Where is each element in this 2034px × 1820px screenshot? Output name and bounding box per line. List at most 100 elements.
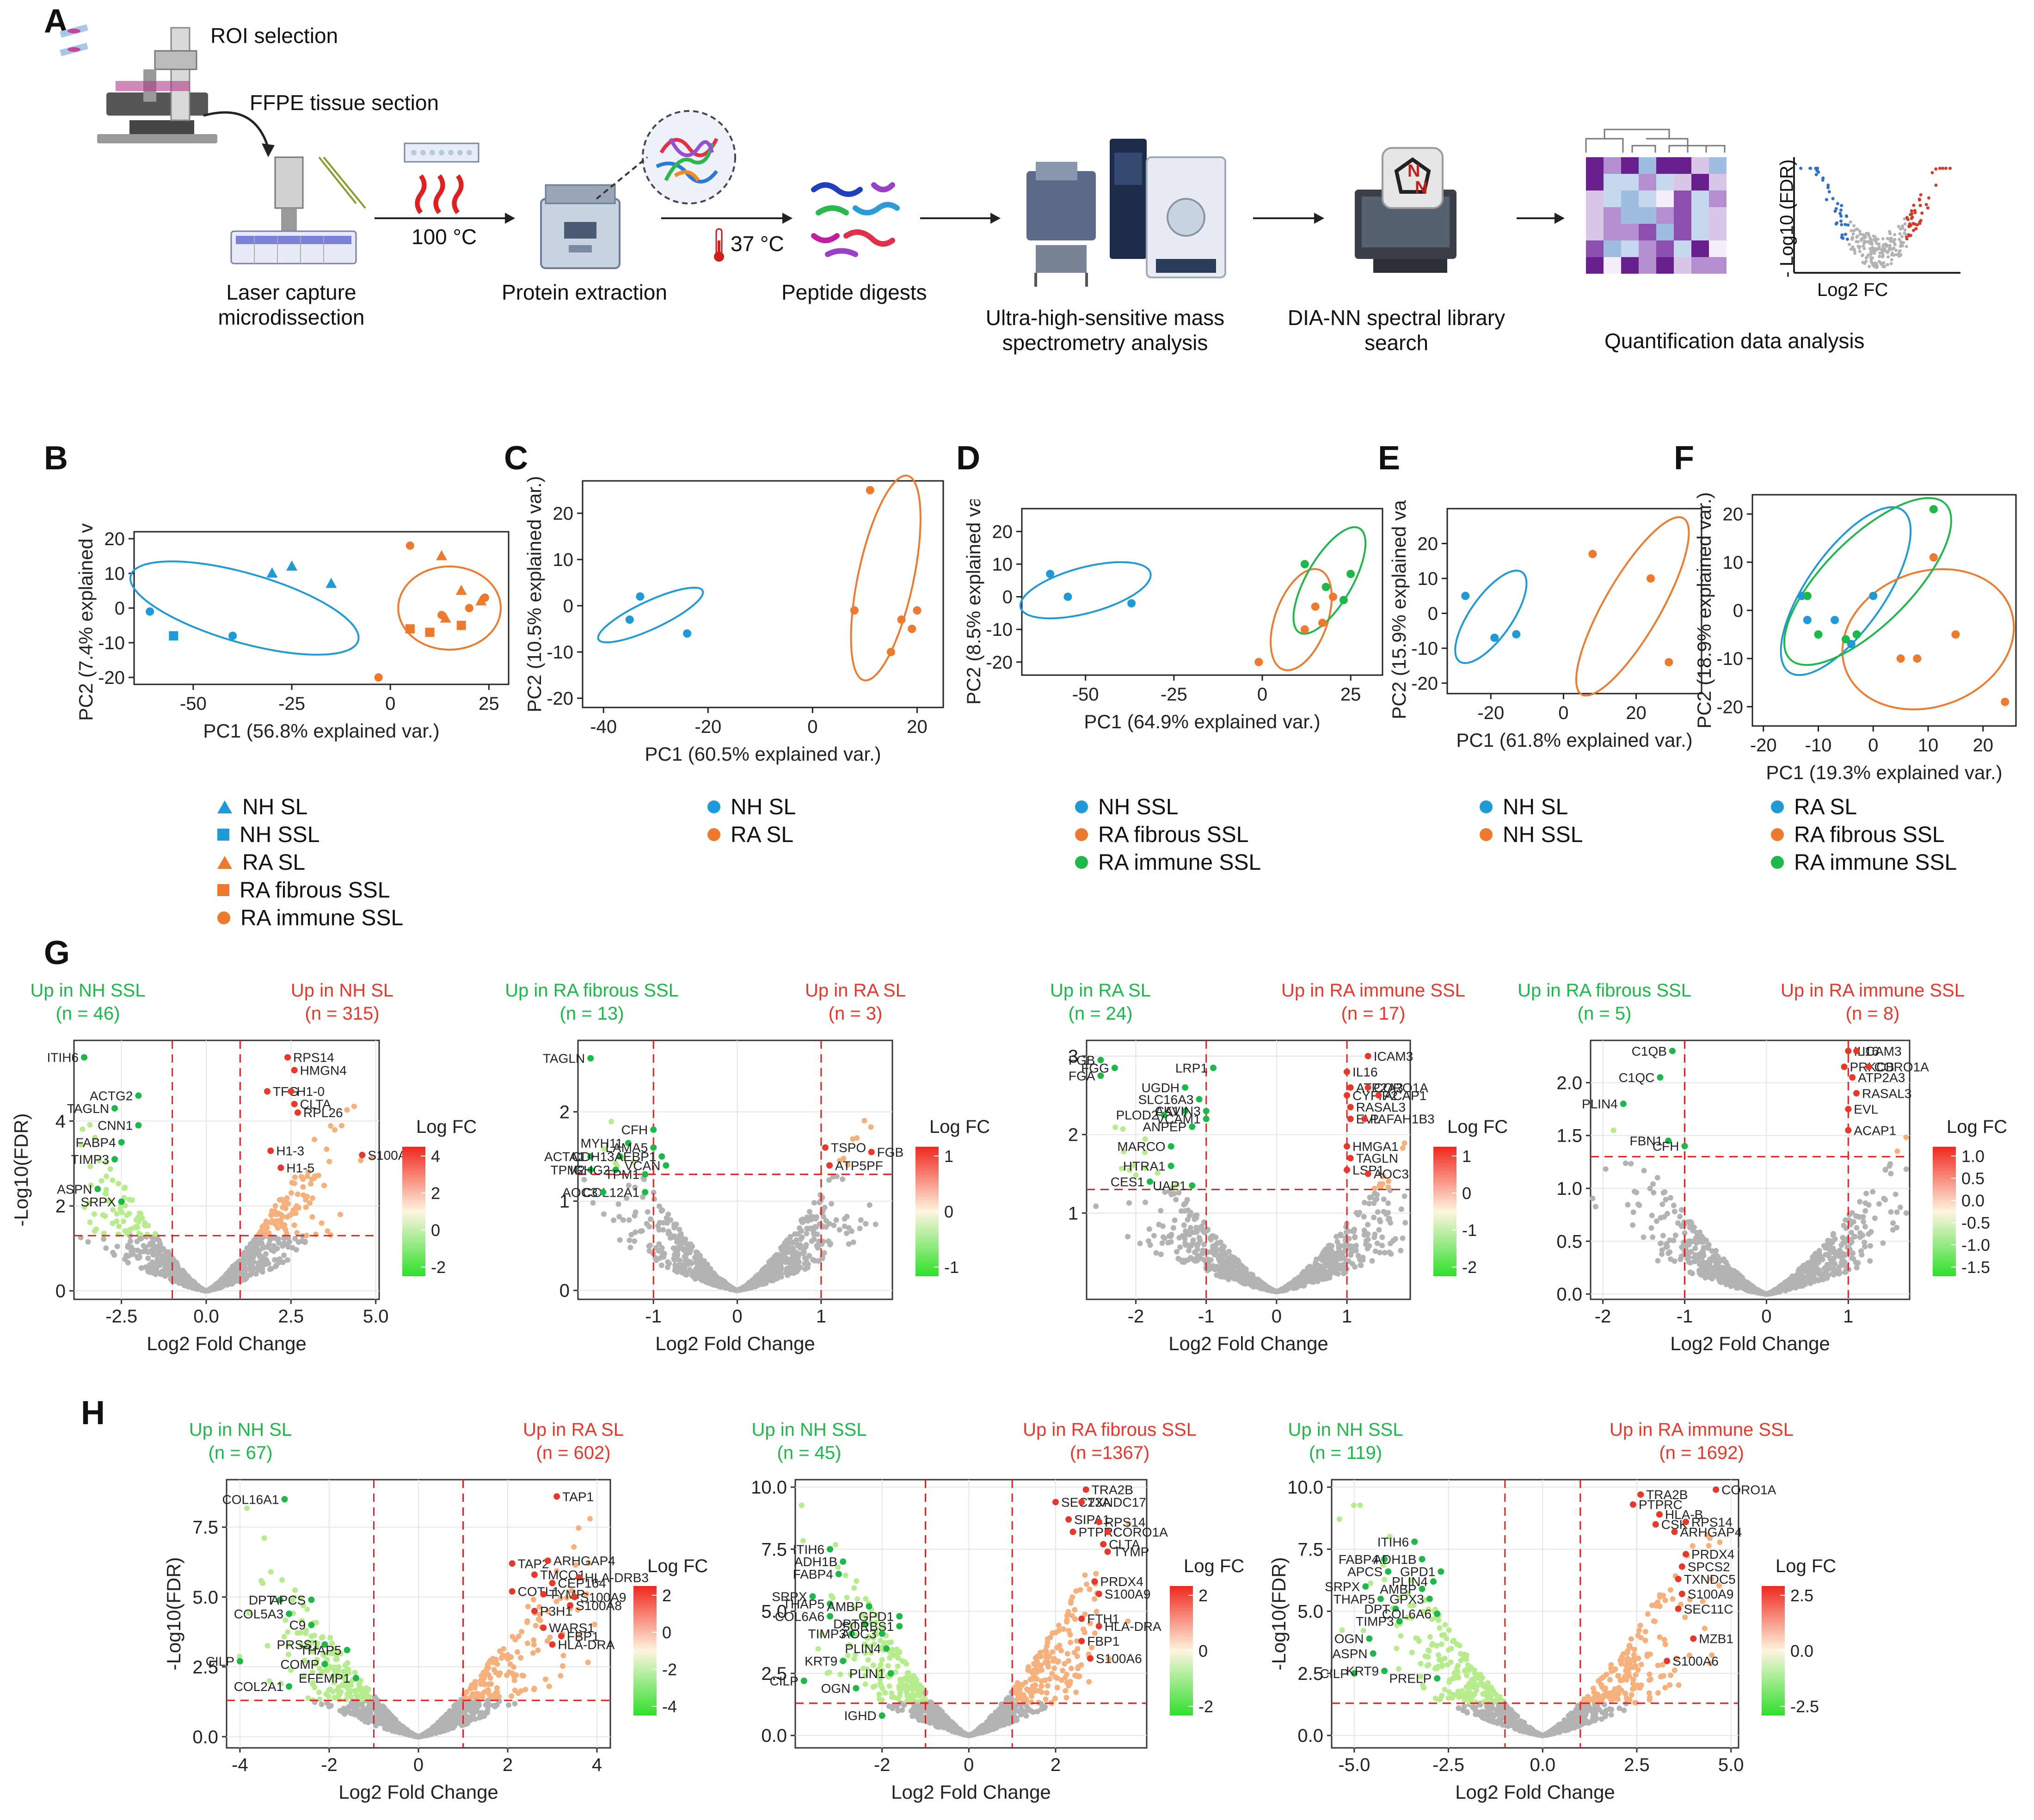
gene-point (1364, 1170, 1371, 1177)
gene-point (1364, 1084, 1371, 1091)
mini-volcano-point (1903, 217, 1906, 221)
volcano-point (1352, 1235, 1358, 1241)
volcano-point (1333, 1234, 1340, 1240)
mini-volcano-point (1862, 247, 1866, 251)
volcano-point (1894, 1148, 1900, 1154)
right-group-label: Up in RA immune SSL (1781, 980, 1965, 1001)
confidence-ellipse (397, 566, 502, 651)
volcano-point (1146, 1226, 1152, 1232)
volcano-point (676, 1226, 682, 1232)
gene-point (1203, 1107, 1210, 1114)
volcano-point (661, 1251, 667, 1257)
legend-tick-label: -1 (944, 1258, 959, 1277)
volcano-point (685, 1242, 691, 1248)
volcano-point (1867, 1258, 1873, 1264)
volcano-point (535, 1647, 541, 1653)
volcano-point (1799, 1272, 1805, 1278)
x-tick-label: 20 (1973, 735, 1994, 756)
data-point (886, 648, 895, 656)
data-point (1929, 553, 1938, 562)
x-axis-label: Log2 Fold Change (655, 1333, 815, 1354)
mini-volcano-point (1889, 262, 1893, 265)
volcano-point (1630, 1209, 1636, 1215)
volcano-point (500, 1646, 506, 1652)
gene-label: CFH (621, 1123, 648, 1137)
data-point (1647, 574, 1655, 583)
mini-volcano-point (1856, 245, 1860, 248)
mini-volcano-point (1839, 208, 1843, 212)
heatmap-cell (1639, 240, 1656, 257)
data-point (436, 550, 448, 560)
volcano-point (328, 1232, 334, 1238)
y-tick-label: 20 (1723, 504, 1744, 525)
volcano-point (1894, 1209, 1900, 1215)
volcano-point (301, 1673, 307, 1679)
mini-volcano-point (1834, 222, 1838, 226)
mini-volcano-point (1889, 236, 1893, 240)
x-axis-label: PC1 (19.3% explained var.) (1766, 762, 2002, 783)
x-tick-label: -2.5 (105, 1306, 137, 1327)
volcano-point (316, 1689, 322, 1695)
volcano-point (153, 1231, 159, 1237)
mini-volcano-point (1884, 242, 1888, 246)
gene-point (111, 1105, 118, 1112)
volcano-point (174, 1262, 180, 1268)
heatmap-cell (1604, 174, 1621, 191)
heatmap-cells (1586, 157, 1727, 274)
volcano-point (533, 1623, 539, 1629)
gene-point (587, 1153, 594, 1160)
volcano-point (845, 1162, 851, 1168)
volcano-point (138, 1265, 144, 1271)
volcano-point (1675, 1220, 1681, 1226)
volcano-point (1723, 1281, 1729, 1287)
volcano-point (1142, 1165, 1148, 1171)
legend-tick-label: -0.5 (1961, 1213, 1990, 1232)
volcano-point (134, 1238, 140, 1244)
gene-point (94, 1186, 101, 1193)
legend-label: RA SL (731, 822, 794, 847)
mini-volcano-point (1882, 261, 1886, 264)
legend-colorbar (402, 1147, 425, 1276)
data-point (2001, 697, 2009, 706)
y-tick-label: -10 (986, 620, 1013, 640)
volcano-point (798, 1242, 804, 1248)
heatmap-cell (1674, 224, 1691, 240)
volcano-point (694, 1250, 701, 1256)
y-tick-label: 1.5 (1556, 1126, 1582, 1146)
volcano-point (304, 1606, 310, 1612)
volcano-point (81, 1204, 87, 1210)
volcano-point (1592, 1204, 1598, 1210)
mini-volcano-point (1908, 224, 1911, 228)
mini-volcano-point (1853, 252, 1857, 255)
volcano-point (1713, 1248, 1719, 1254)
volcano-point (1854, 1225, 1860, 1231)
volcano-point (1137, 1241, 1143, 1247)
gene-point (288, 1088, 295, 1095)
left-group-label: Up in RA fibrous SSL (1518, 980, 1691, 1001)
volcano-point (590, 1200, 596, 1206)
mini-volcano-point (1831, 197, 1835, 201)
x-axis-label: PC1 (60.5% explained var.) (645, 743, 881, 765)
workflow-arrow-5 (1517, 213, 1565, 224)
volcano-point (1648, 1225, 1654, 1231)
volcano-point (656, 1203, 662, 1209)
volcano-point (87, 1219, 93, 1225)
heatmap-cell (1674, 240, 1691, 257)
mini-volcano-point (1941, 166, 1945, 170)
volcano-point (829, 1201, 835, 1207)
gene-label: CNN1 (98, 1119, 133, 1133)
volcano-point (761, 1266, 767, 1272)
volcano-point (1319, 1255, 1325, 1261)
data-point (1300, 625, 1309, 634)
heating-block-icon (404, 142, 479, 214)
mini-volcano-point (1903, 228, 1907, 232)
data-point (169, 631, 178, 640)
legend-item: RA SL (1771, 793, 1957, 821)
volcano-point (1301, 1279, 1307, 1285)
gene-label: MARCO (1117, 1139, 1165, 1154)
mini-volcano-point (1911, 228, 1915, 232)
volcano-point (338, 1211, 344, 1217)
mini-volcano-point (1910, 212, 1914, 215)
volcano-point (1175, 1255, 1181, 1261)
